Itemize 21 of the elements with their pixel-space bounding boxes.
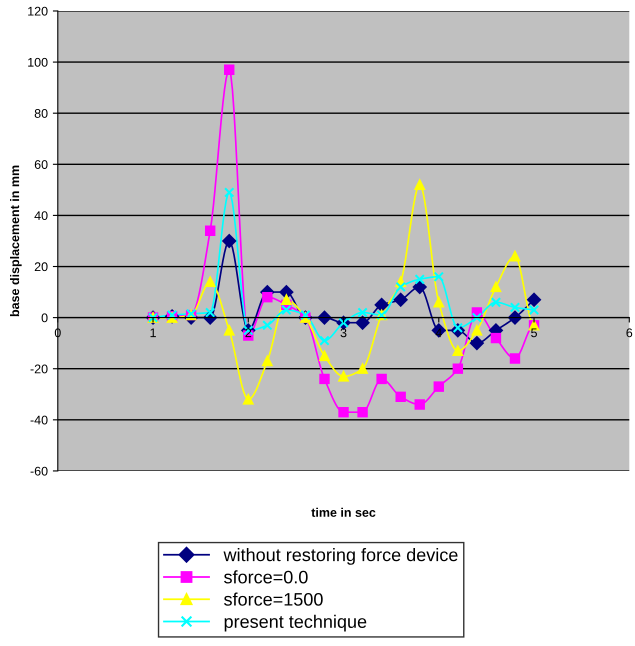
x-tick-label: 1 [150,328,156,338]
y-tick-label: 60 [34,160,48,169]
legend-label: sforce=1500 [224,592,323,606]
y-tick-label: -20 [30,364,48,374]
y-tick-label: -60 [30,466,48,476]
legend-label: present technique [224,614,366,632]
y-tick-label: 0 [42,313,48,322]
y-tick-label: 120 [28,6,48,16]
x-axis-title: time in sec [311,508,376,517]
legend-label: without restoring force device [224,548,458,565]
x-tick-label: 3 [340,328,346,338]
x-tick-label: 5 [531,328,537,338]
legend-label: sforce=0.0 [224,570,308,584]
y-tick-label: -40 [30,416,48,424]
y-axis-title: base displacement in mm [10,166,22,316]
y-tick-label: 80 [34,108,48,118]
y-tick-label: 20 [34,262,48,272]
y-tick-label: 100 [28,58,48,67]
x-tick-label: 6 [626,328,632,338]
y-tick-label: 40 [34,211,48,220]
x-tick-label: 4 [436,328,442,338]
